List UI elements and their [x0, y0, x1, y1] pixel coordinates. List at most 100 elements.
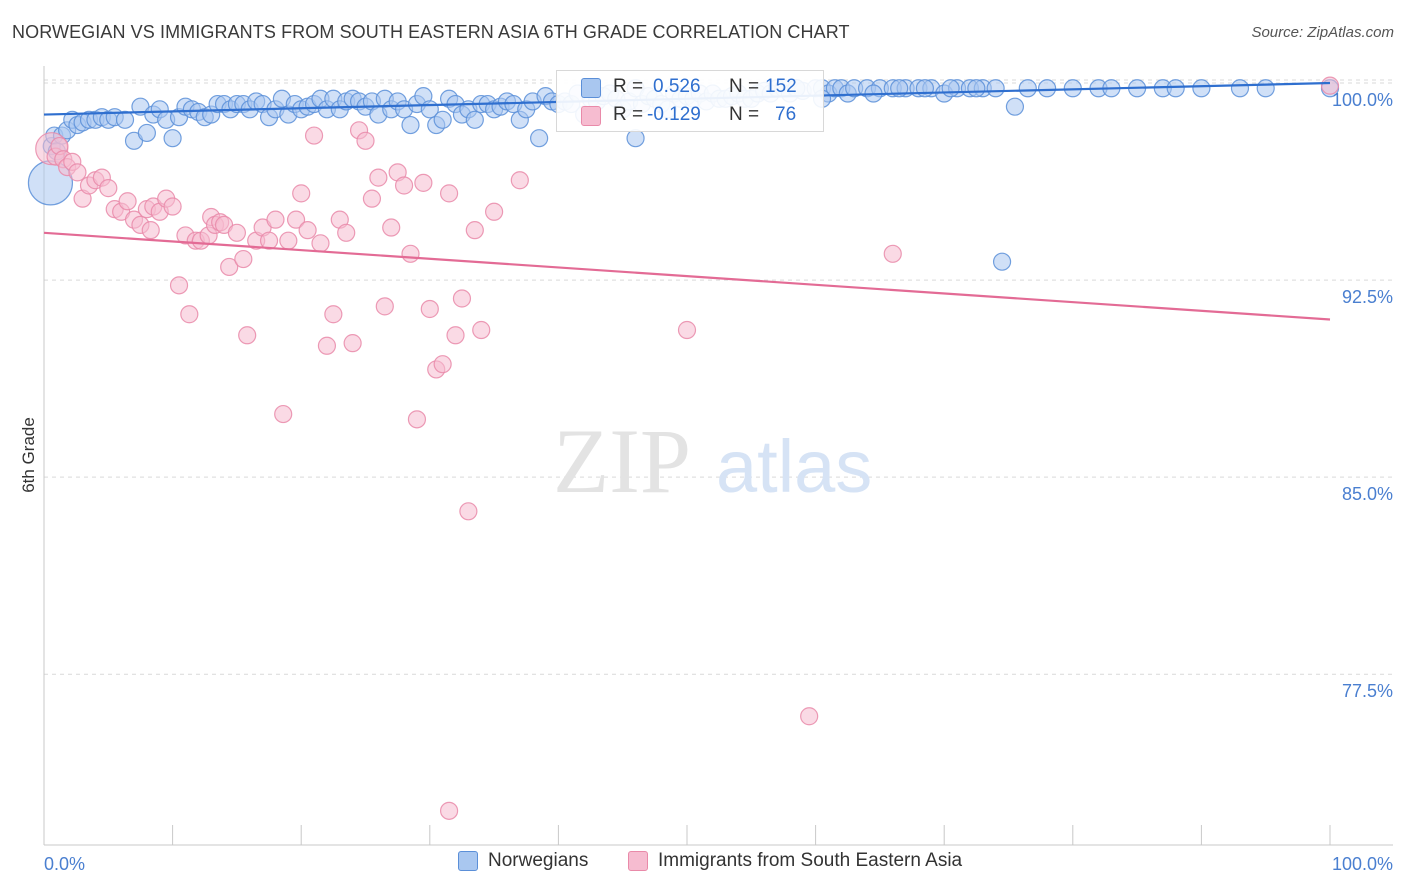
norwegian-point [992, 252, 1012, 271]
watermark-zip: ZIP [553, 410, 691, 512]
immigrant-point [356, 131, 375, 150]
source-label[interactable]: Source: ZipAtlas.com [1251, 24, 1394, 41]
immigrant-point [234, 249, 253, 269]
stats-row-norwegians: R = 0.526 N = 152 [557, 72, 823, 102]
stats-legend-box: R = 0.526 N = 152 R = -0.129 N = 76 [556, 70, 824, 132]
immigrant-point [394, 176, 414, 195]
immigrant-point [286, 210, 306, 229]
immigrant-point [439, 801, 459, 820]
y-tick-label: 77.5% [1342, 681, 1393, 701]
norwegian-point [1037, 79, 1057, 98]
immigrant-point [220, 257, 239, 277]
legend-swatch-norwegians [458, 851, 478, 871]
grid-lines [44, 79, 1393, 675]
immigrant-point [68, 163, 87, 182]
immigrant-point [169, 276, 189, 295]
immigrants-swatch [581, 106, 601, 126]
immigrant-point [324, 305, 343, 324]
immigrant-point [266, 210, 285, 229]
immigrant-point [452, 289, 472, 308]
norwegian-point [465, 110, 484, 129]
norwegian-point [915, 79, 935, 98]
immigrants-r-value: -0.129 [647, 104, 701, 125]
axis-labels: 100.0% 92.5% 85.0% 77.5% 0.0% 100.0% 6th Grade [19, 90, 1393, 874]
y-tick-label: 92.5% [1342, 287, 1393, 307]
norwegian-point [530, 129, 549, 148]
y-axis-title: 6th Grade [19, 417, 38, 493]
immigrants-trend-line [43, 231, 1331, 321]
immigrant-point [343, 334, 362, 353]
immigrant-point [298, 221, 317, 240]
immigrant-point [800, 707, 819, 726]
y-tick-label: 85.0% [1342, 484, 1393, 504]
norwegian-point [433, 110, 452, 129]
norwegian-point [1018, 79, 1037, 98]
immigrant-point [420, 299, 439, 319]
immigrant-point [227, 223, 246, 242]
immigrant-point [274, 404, 293, 424]
immigrant-point [292, 184, 311, 203]
immigrant-point [433, 355, 452, 374]
immigrant-point [304, 126, 324, 145]
norwegian-point [1256, 79, 1275, 98]
legend-item-norwegians[interactable]: Norwegians [458, 850, 588, 872]
immigrant-point [883, 244, 902, 263]
immigrant-point [382, 218, 401, 237]
norwegian-point [163, 129, 182, 148]
immigrant-point [677, 320, 697, 340]
immigrant-point [279, 231, 298, 250]
immigrant-point [401, 244, 420, 263]
norwegians-n-value: 152 [765, 76, 797, 97]
immigrant-point [407, 410, 427, 429]
bottom-legend: Norwegians Immigrants from South Eastern… [0, 850, 1406, 880]
n-label: N = [729, 104, 760, 125]
legend-label-norwegians: Norwegians [488, 850, 589, 871]
immigrant-point [99, 179, 118, 198]
x-tick-label: 0.0% [44, 854, 85, 874]
immigrant-point [337, 223, 356, 242]
chart-title: NORWEGIAN VS IMMIGRANTS FROM SOUTH EASTE… [12, 22, 850, 42]
legend-label-immigrants: Immigrants from South Eastern Asia [658, 850, 963, 871]
norwegians-swatch [581, 78, 601, 98]
norwegian-point [401, 115, 420, 135]
norwegian-point [941, 79, 960, 98]
norwegian-point [137, 123, 156, 143]
n-label: N = [729, 76, 760, 97]
legend-swatch-immigrants [628, 851, 648, 871]
immigrant-point [465, 221, 484, 240]
immigrant-point [362, 189, 382, 208]
immigrant-point [439, 184, 459, 203]
legend-item-immigrants[interactable]: Immigrants from South Eastern Asia [628, 850, 962, 872]
immigrant-point [163, 197, 182, 216]
immigrant-point [414, 173, 433, 192]
immigrant-point [446, 326, 465, 345]
immigrant-point [317, 336, 337, 355]
x-tick-label: 100.0% [1332, 854, 1393, 874]
norwegian-point [1166, 79, 1185, 98]
norwegian-point [626, 129, 645, 148]
immigrant-point [118, 192, 137, 211]
immigrant-point [1320, 76, 1340, 95]
immigrant-point [510, 171, 529, 190]
immigrant-point [259, 231, 279, 250]
immigrant-point [485, 202, 504, 221]
norwegians-r-value: 0.526 [653, 76, 701, 97]
immigrant-point [180, 305, 199, 324]
r-label: R = [613, 104, 644, 125]
stats-row-immigrants: R = -0.129 N = 76 [557, 100, 823, 130]
immigrant-point [472, 320, 491, 340]
norwegian-point [1005, 97, 1025, 116]
immigrant-point [369, 168, 388, 187]
immigrant-point [311, 234, 330, 253]
r-label: R = [613, 76, 644, 97]
norwegian-point [986, 79, 1005, 98]
y-tick-label: 100.0% [1332, 90, 1393, 110]
immigrant-point [375, 297, 394, 316]
immigrants-n-value: 76 [775, 104, 797, 125]
norwegian-point [1230, 79, 1250, 98]
norwegian-point [967, 79, 986, 98]
norwegian-point [115, 110, 135, 129]
watermark-atlas: atlas [716, 425, 872, 508]
norwegian-point [1192, 79, 1211, 98]
